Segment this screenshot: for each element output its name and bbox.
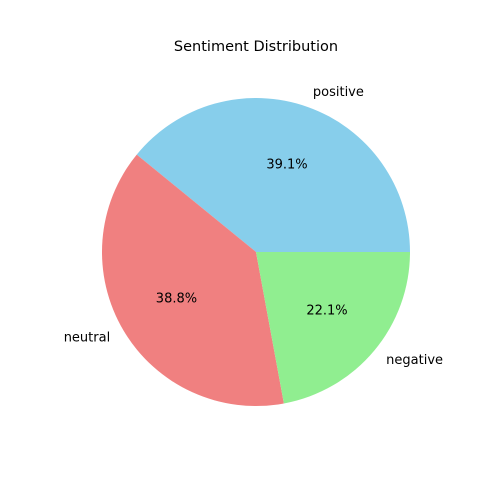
slice-pct-neutral: 38.8% (156, 292, 197, 307)
chart-title: Sentiment Distribution (174, 39, 338, 55)
slice-pct-negative: 22.1% (306, 304, 347, 319)
pie-labels: positive 39.1% neutral 38.8% negative 22.1% (64, 85, 443, 368)
slice-label-positive: positive (313, 85, 364, 100)
slice-label-neutral: neutral (64, 331, 111, 346)
slice-pct-positive: 39.1% (266, 157, 307, 172)
pie-slice-positive (136, 98, 410, 252)
pie-slices (101, 98, 410, 406)
pie-slice-neutral (101, 154, 284, 406)
pie-slice-negative (256, 252, 410, 404)
slice-label-negative: negative (386, 353, 443, 368)
